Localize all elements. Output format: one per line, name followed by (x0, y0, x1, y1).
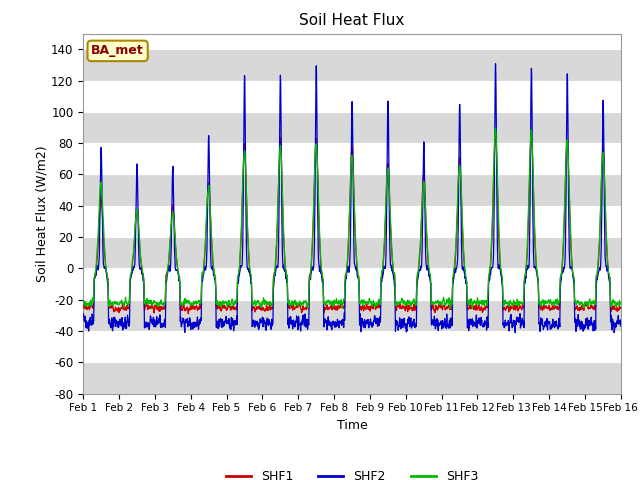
X-axis label: Time: Time (337, 419, 367, 432)
Bar (83, 112, 621, 143)
Bar (83, 174, 621, 206)
SHF3 (492, 125, 499, 131)
SHF2 (492, 61, 499, 67)
SHF2 (367, 320, 375, 326)
SHF2 (585, 319, 593, 324)
Title: Soil Heat Flux: Soil Heat Flux (300, 13, 404, 28)
SHF3 (585, 301, 593, 307)
Bar (83, 362, 621, 394)
Line: SHF3: SHF3 (83, 128, 621, 309)
SHF2 (79, 312, 87, 318)
SHF3 (229, 302, 237, 308)
SHF3 (509, 302, 516, 308)
SHF3 (379, 262, 387, 268)
SHF3 (617, 300, 625, 305)
SHF1 (79, 302, 87, 308)
SHF1 (492, 130, 499, 135)
Bar (83, 49, 621, 81)
Line: SHF1: SHF1 (83, 132, 621, 313)
Bar (83, 300, 621, 331)
SHF3 (367, 301, 375, 307)
Bar (83, 237, 621, 268)
Y-axis label: Soil Heat Flux (W/m2): Soil Heat Flux (W/m2) (35, 145, 49, 282)
SHF2 (511, 330, 519, 336)
SHF2 (617, 324, 625, 329)
SHF3 (79, 299, 87, 305)
SHF1 (368, 302, 376, 308)
SHF3 (446, 306, 454, 312)
Line: SHF2: SHF2 (83, 64, 621, 333)
SHF2 (379, 271, 387, 277)
SHF1 (585, 306, 593, 312)
SHF1 (230, 304, 237, 310)
SHF2 (229, 318, 237, 324)
SHF1 (617, 305, 625, 311)
Text: BA_met: BA_met (92, 44, 144, 58)
Legend: SHF1, SHF2, SHF3: SHF1, SHF2, SHF3 (221, 465, 483, 480)
SHF1 (570, 275, 577, 280)
SHF1 (380, 260, 387, 266)
SHF2 (508, 325, 516, 331)
SHF1 (509, 305, 516, 311)
SHF2 (570, 279, 577, 285)
SHF1 (184, 311, 192, 316)
SHF3 (570, 274, 577, 279)
